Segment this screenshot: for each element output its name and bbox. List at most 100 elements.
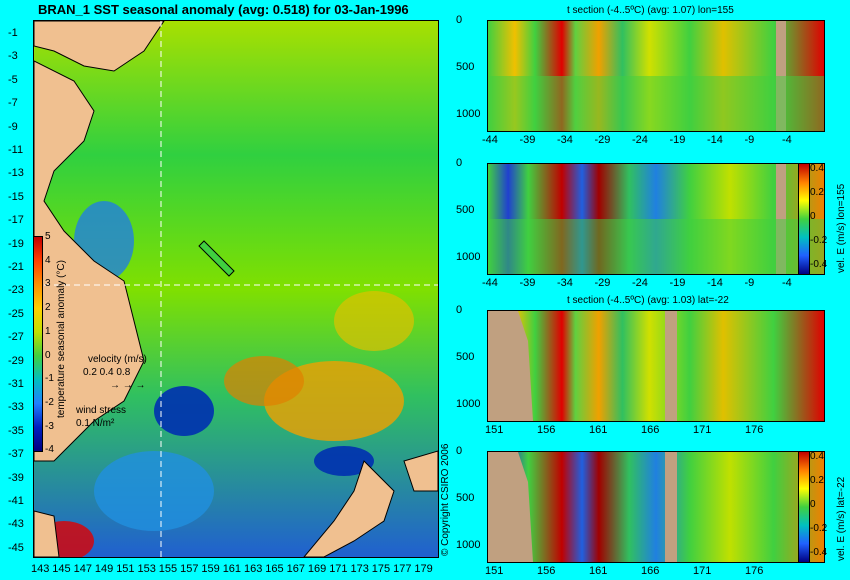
section-x-tick-label: 151 (485, 424, 504, 436)
velocity-colorbar-tick: -0.2 (810, 235, 828, 246)
colorbar-label: temperature seasonal anomaly (°C) (56, 260, 67, 418)
section-x-tick-label: -34 (557, 277, 573, 289)
depth-tick-label: 500 (456, 492, 475, 504)
lon-tick-label: 161 (222, 563, 242, 575)
lat-tick-label: -7 (8, 97, 18, 110)
temperature-colorbar (33, 236, 43, 452)
depth-tick-label: 1000 (456, 251, 481, 263)
lon-tick-label: 169 (307, 563, 327, 575)
velocity-colorbar-tick: -0.4 (810, 547, 828, 558)
section-x-tick-label: 166 (641, 424, 660, 436)
velocity-scale: 0.2 0.4 0.8 (83, 367, 131, 378)
lat-tick-label: -21 (8, 261, 24, 273)
lat-tick-label: -33 (8, 401, 24, 414)
lon-tick-label: 175 (371, 563, 391, 575)
section-title: t section (-4..5ºC) (avg: 1.03) lat=-22 (567, 295, 729, 306)
colorbar-tick-label: 4 (45, 254, 51, 266)
section-x-tick-label: -19 (669, 134, 686, 146)
lon-tick-label: 179 (414, 563, 433, 575)
lat-tick-label: -45 (8, 541, 24, 554)
section-x-tick-label: 166 (641, 565, 660, 577)
colorbar-tick-label: 2 (45, 302, 51, 314)
land-mask-lat (488, 452, 677, 562)
lat-tick-label: -3 (8, 50, 18, 63)
wind-scale: 0.1 N/m² (76, 418, 115, 429)
section-x-tick-label: -29 (594, 277, 611, 289)
depth-tick-label: 0 (456, 445, 463, 457)
velocity-colorbar-tick: 0.4 (810, 163, 824, 174)
section-panel (487, 20, 825, 132)
lat-tick-label: -43 (8, 518, 24, 531)
section-panel (487, 451, 825, 563)
section-x-tick-label: -4 (782, 134, 792, 146)
section-x-tick-label: -14 (707, 134, 723, 146)
section-panel (487, 163, 825, 275)
depth-tick-label: 0 (456, 304, 463, 316)
lon-tick-label: 163 (244, 563, 263, 575)
section-x-tick-label: -39 (519, 134, 536, 146)
depth-tick-label: 0 (456, 14, 463, 26)
lat-tick-label: -39 (8, 471, 24, 484)
velocity-arrow-icon: → → → (110, 380, 146, 391)
lat-tick-label: -15 (8, 190, 24, 203)
section-x-tick-label: -24 (632, 134, 648, 146)
section-x-tick-label: -39 (519, 277, 536, 289)
lon-tick-label: 167 (286, 563, 305, 575)
lon-tick-label: 173 (350, 563, 369, 575)
section-x-tick-label: -9 (744, 134, 755, 146)
section-x-tick-label: -9 (744, 277, 755, 289)
section-x-tick-label: 171 (693, 424, 712, 436)
depth-tick-label: 500 (456, 204, 475, 216)
colorbar-tick-label: 0 (45, 349, 51, 361)
velocity-colorbar-tick: 0 (810, 211, 816, 222)
velocity-colorbar-tick: 0.2 (810, 187, 824, 198)
lon-tick-label: 145 (52, 563, 71, 575)
section-x-tick-label: -44 (482, 134, 498, 146)
depth-tick-label: 500 (456, 61, 475, 73)
lat-tick-label: -11 (8, 144, 24, 156)
velocity-colorbar-tick: 0.4 (810, 451, 824, 462)
velocity-colorbar-label: vel. E (m/s) lon=155 (836, 183, 847, 273)
colorbar-tick-label: 5 (45, 231, 51, 242)
section-x-tick-label: 156 (537, 424, 556, 436)
section-x-tick-label: -19 (669, 277, 686, 289)
colorbar-tick-label: 3 (45, 278, 51, 290)
section-x-tick-label: 171 (693, 565, 712, 577)
lat-tick-label: -17 (8, 214, 24, 227)
depth-tick-label: 1000 (456, 398, 481, 410)
lat-tick-label: -27 (8, 331, 24, 344)
section-x-tick-label: -4 (782, 277, 792, 289)
lat-tick-label: -23 (8, 284, 24, 297)
colorbar-tick-label: 1 (45, 325, 51, 337)
colorbar-tick-label: -1 (45, 373, 54, 385)
land-mask-lon (488, 164, 824, 274)
section-panel (487, 310, 825, 422)
lon-tick-label: 149 (94, 563, 114, 575)
section-x-tick-label: 176 (745, 424, 764, 436)
velocity-colorbar-tick: 0 (810, 499, 816, 510)
depth-tick-label: 1000 (456, 108, 481, 120)
section-x-tick-label: -29 (594, 134, 611, 146)
section-x-tick-label: 161 (589, 565, 608, 577)
sst-anomaly-map (33, 20, 439, 558)
section-x-tick-label: -14 (707, 277, 723, 289)
section-title: t section (-4..5ºC) (avg: 1.07) lon=155 (567, 5, 734, 16)
lon-tick-label: 143 (31, 563, 50, 575)
section-x-tick-label: -34 (557, 134, 573, 146)
lon-tick-label: 157 (180, 563, 199, 575)
land-mask-lon (488, 21, 824, 131)
depth-tick-label: 500 (456, 351, 475, 363)
lon-tick-label: 165 (265, 563, 284, 575)
lon-tick-label: 177 (393, 563, 412, 575)
lat-tick-label: -31 (8, 378, 24, 390)
lat-tick-label: -5 (8, 73, 18, 86)
lat-tick-label: -29 (8, 354, 24, 367)
section-x-tick-label: 161 (589, 424, 608, 436)
section-x-tick-label: 176 (745, 565, 764, 577)
section-x-tick-label: 156 (537, 565, 556, 577)
velocity-colorbar (798, 451, 810, 563)
section-x-tick-label: -44 (482, 277, 498, 289)
velocity-colorbar-label: vel. E (m/s) lat=-22 (836, 476, 847, 561)
lon-tick-label: 153 (137, 563, 156, 575)
copyright: © Copyright CSIRO 2006 (440, 443, 451, 556)
